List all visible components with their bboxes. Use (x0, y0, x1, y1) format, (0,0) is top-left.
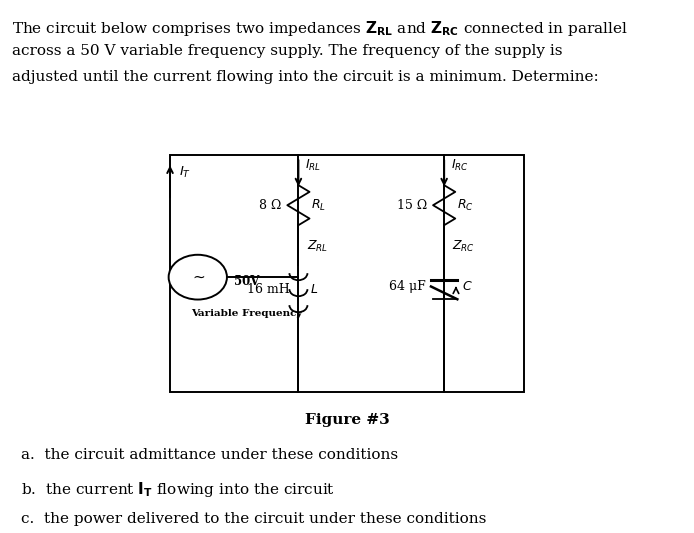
Text: $Z_{RC}$: $Z_{RC}$ (452, 239, 475, 254)
Text: $Z_{RL}$: $Z_{RL}$ (307, 239, 328, 254)
Text: Figure #3: Figure #3 (305, 413, 389, 427)
Text: $L$: $L$ (310, 282, 318, 296)
Text: $\sim$: $\sim$ (189, 269, 206, 284)
Text: 8 Ω: 8 Ω (259, 199, 281, 212)
Text: $C$: $C$ (462, 280, 472, 293)
Text: $R_C$: $R_C$ (457, 198, 473, 213)
Text: Variable Frequency: Variable Frequency (191, 309, 302, 318)
Text: $I_{RC}$: $I_{RC}$ (451, 158, 469, 173)
Circle shape (169, 255, 227, 300)
Text: a.  the circuit admittance under these conditions: a. the circuit admittance under these co… (21, 448, 398, 462)
Text: adjusted until the current flowing into the circuit is a minimum. Determine:: adjusted until the current flowing into … (12, 70, 599, 84)
Text: 64 μF: 64 μF (389, 280, 425, 293)
Text: c.  the power delivered to the circuit under these conditions: c. the power delivered to the circuit un… (21, 512, 486, 526)
Text: The circuit below comprises two impedances $\mathbf{Z_{RL}}$ and $\mathbf{Z_{RC}: The circuit below comprises two impedanc… (12, 19, 628, 38)
Text: $I_{RL}$: $I_{RL}$ (305, 158, 321, 173)
Bar (170, 155, 524, 392)
Text: across a 50 V variable frequency supply. The frequency of the supply is: across a 50 V variable frequency supply.… (12, 44, 563, 58)
Text: $R_L$: $R_L$ (311, 198, 326, 213)
Text: b.  the current $\mathbf{I_T}$ flowing into the circuit: b. the current $\mathbf{I_T}$ flowing in… (21, 480, 335, 499)
Text: 15 Ω: 15 Ω (396, 199, 427, 212)
Text: $I_T$: $I_T$ (179, 165, 192, 180)
Text: 50V: 50V (234, 275, 260, 288)
Text: 16 mH: 16 mH (247, 282, 290, 296)
